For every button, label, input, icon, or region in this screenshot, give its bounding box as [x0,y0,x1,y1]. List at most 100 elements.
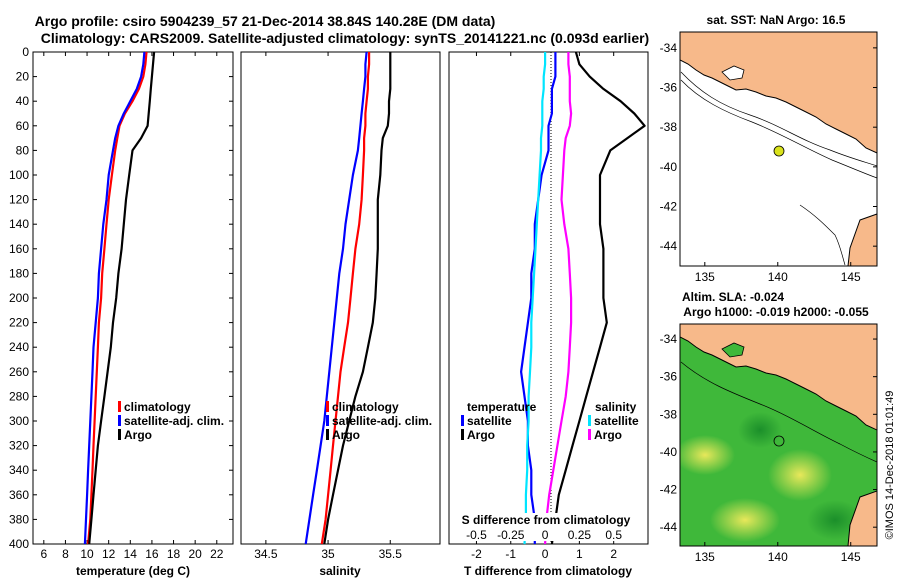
credit-timestamp: ©IMOS 14-Dec-2018 01:01:49 [884,391,896,540]
difference-plot: -2 -1 0 1 2 S difference from climatology -0… [448,51,649,578]
s-difference-axis: -0.5 -0.25 0 0.25 0.5 [466,528,622,542]
series-argo [323,52,392,545]
series-satellite [523,52,547,545]
lat-tick-label: -34 [660,332,678,346]
lat-tick-label: -40 [660,445,678,459]
x-tick-label: 20 [188,547,202,561]
legend-swatch-argo [118,429,121,440]
t-difference-label: T difference from climatology [464,564,632,578]
title-line-1: Argo profile: csiro 5904239_57 21-Dec-20… [35,13,496,29]
s-tick-label: -0.25 [497,528,525,542]
lat-tick-label: -40 [660,160,678,174]
salinity-plot-frame [240,51,441,545]
shelf-contour-3 [799,204,846,266]
sla-map-axes: 135 140 145 -34 -36 -38 -40 -42 -44 [660,332,877,564]
lat-tick-label: -36 [660,81,678,95]
shelf-contour [680,71,878,167]
title-line-2: Climatology: CARS2009. Satellite-adjuste… [41,30,649,46]
lon-tick-label: 135 [695,550,715,564]
series-argo [550,51,646,545]
depth-tick-label: 340 [9,463,29,477]
sst-map-axes: 135 140 145 -34 -36 -38 -40 -42 -44 [660,41,877,284]
legend-satellite-adj: satellite-adj. clim. [332,414,432,428]
lon-tick-label: 140 [768,550,788,564]
depth-tick-label: 80 [16,143,30,157]
legend-argo: Argo [332,428,360,442]
shelf-contour-2 [680,79,878,179]
x-tick-label: 16 [145,547,159,561]
lat-tick-label: -44 [660,520,678,534]
difference-series [519,51,646,545]
salinity-series [304,51,392,545]
temperature-plot: 0204060801001201401601802002202402602803… [9,45,648,578]
sla-high-2 [768,449,832,501]
tasmania-land [847,490,877,546]
depth-tick-label: 300 [9,414,29,428]
series-satellite-adj-clim- [83,51,146,545]
legend-t-satellite: satellite [467,414,512,428]
australia-land [679,31,878,154]
temperature-legend: climatology satellite-adj. clim. Argo [118,400,224,442]
s-tick-label: 0 [542,528,549,542]
sla-map-title-1: Altim. SLA: -0.024 [682,290,784,304]
argo-location-marker [773,435,785,447]
s-tick-label: -0.5 [466,528,487,542]
lat-tick-label: -42 [660,200,678,214]
difference-legend: temperature satellite Argo salinity sate… [461,400,639,442]
depth-tick-label: 380 [9,512,29,526]
x-tick-label: 12 [102,547,116,561]
x-tick-label: -2 [471,547,482,561]
depth-tick-label: 60 [16,119,30,133]
series-satellite-adj-clim- [304,51,368,545]
s-axis-background [456,513,636,541]
x-tick-label: 0 [542,547,549,561]
depth-tick-label: 240 [9,340,29,354]
legend-swatch-s-argo [588,429,591,440]
legend-temperature-heading: temperature [467,400,537,414]
sst-map: sat. SST: NaN Argo: 16.5 135 140 145 -34 -36… [660,13,878,284]
x-tick-label: 14 [124,547,138,561]
s-tick-label: 0.25 [568,528,592,542]
x-tick-label: -1 [505,547,516,561]
difference-x-axis: -2 -1 0 1 2 [471,52,617,561]
legend-swatch-satellite [118,415,121,426]
lon-tick-label: 145 [841,550,861,564]
legend-swatch-climatology [326,401,329,412]
depth-tick-label: 280 [9,389,29,403]
depth-tick-label: 160 [9,242,29,256]
lat-tick-label: -38 [660,120,678,134]
depth-tick-label: 180 [9,266,29,280]
s-tick-label: 0.5 [605,528,622,542]
x-tick-label: 6 [40,547,47,561]
temperature-x-label: temperature (deg C) [76,564,190,578]
depth-tick-label: 120 [9,193,29,207]
temperature-x-axis: 6 8 10 12 14 16 18 20 22 [40,52,224,561]
x-tick-label: 1 [576,547,583,561]
depth-tick-label: 0 [22,45,29,59]
argo-location-marker [773,145,785,157]
x-tick-label: 18 [167,547,181,561]
series-climatology [320,52,371,545]
legend-argo: Argo [124,428,152,442]
salinity-legend: climatology satellite-adj. clim. Argo [326,400,432,442]
depth-tick-label: 20 [16,70,30,84]
x-tick-label: 35.5 [379,547,403,561]
depth-tick-label: 400 [9,537,29,551]
legend-satellite-adj: satellite-adj. clim. [124,414,224,428]
sla-map-frame [679,323,878,547]
salinity-x-axis: 34.5 35 35.5 [254,52,402,561]
depth-tick-label: 220 [9,316,29,330]
lat-tick-label: -36 [660,370,678,384]
depth-tick-label: 40 [16,94,30,108]
legend-s-satellite: satellite [594,414,639,428]
legend-salinity-heading: salinity [595,400,637,414]
salinity-plot: 34.5 35 35.5 salinity climatology satellit… [240,51,441,578]
x-tick-label: 34.5 [254,547,278,561]
lat-tick-label: -34 [660,41,678,55]
lat-tick-label: -42 [660,483,678,497]
depth-tick-label: 360 [9,488,29,502]
legend-swatch-climatology [118,401,121,412]
temperature-series [83,51,156,545]
depth-tick-label: 140 [9,217,29,231]
